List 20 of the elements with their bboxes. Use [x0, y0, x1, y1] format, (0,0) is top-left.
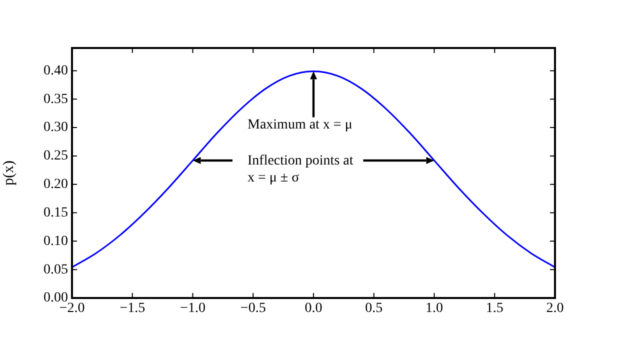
x-tick-label: −1.5: [120, 301, 146, 316]
y-tick-label: 0.15: [44, 205, 68, 220]
x-tick-label: 0.5: [365, 301, 383, 316]
y-tick-label: 0.20: [44, 177, 68, 192]
y-tick-label: 0.40: [44, 63, 68, 78]
x-tick-label: −0.5: [240, 301, 266, 316]
x-tick-label: 1.0: [426, 301, 443, 316]
line-series: [72, 70, 555, 268]
annotation: Inflection points at x = μ ± σ: [248, 154, 354, 186]
x-tick-label: −1.0: [180, 301, 206, 316]
x-tick-label: 2.0: [546, 301, 564, 316]
y-tick-label: 0.10: [44, 234, 68, 249]
y-tick-label: 0.30: [44, 120, 68, 136]
x-tick-label: 0.0: [304, 301, 322, 316]
y-tick-label: 0.05: [44, 262, 68, 278]
y-axis-title: p(x): [0, 160, 17, 186]
x-tick-label: 1.5: [486, 301, 504, 316]
y-tick-label: 0.35: [44, 92, 68, 107]
annotation: Maximum at x = μ: [248, 117, 352, 132]
y-tick-label: 0.25: [44, 148, 68, 164]
